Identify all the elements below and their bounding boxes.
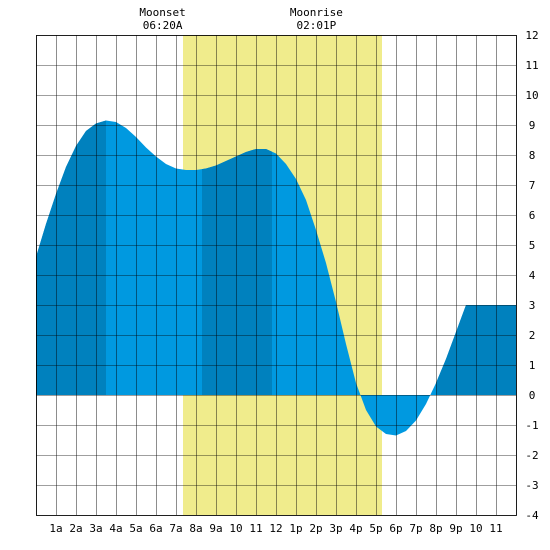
x-tick-label: 5p [369, 522, 382, 535]
x-tick-label: 12 [269, 522, 282, 535]
y-tick-label: -2 [525, 449, 538, 462]
y-tick-label: 1 [529, 359, 536, 372]
x-tick-label: 8a [189, 522, 202, 535]
y-tick-label: 11 [525, 59, 538, 72]
moon-event-time: 02:01P [297, 19, 337, 32]
y-tick-label: 10 [525, 89, 538, 102]
y-tick-label: 12 [525, 29, 538, 42]
plot-frame [36, 35, 517, 516]
x-tick-label: 4p [349, 522, 362, 535]
moon-event-time: 06:20A [143, 19, 183, 32]
x-tick-label: 9p [449, 522, 462, 535]
y-tick-label: 6 [529, 209, 536, 222]
moon-event-label: Moonset [139, 6, 185, 19]
x-tick-label: 1a [49, 522, 62, 535]
x-tick-label: 3a [89, 522, 102, 535]
y-tick-label: 3 [529, 299, 536, 312]
y-tick-label: 9 [529, 119, 536, 132]
x-tick-label: 11 [249, 522, 262, 535]
x-tick-label: 2a [69, 522, 82, 535]
y-tick-label: 7 [529, 179, 536, 192]
x-tick-label: 3p [329, 522, 342, 535]
x-tick-label: 1p [289, 522, 302, 535]
x-tick-label: 7a [169, 522, 182, 535]
x-tick-label: 6a [149, 522, 162, 535]
y-tick-label: -1 [525, 419, 538, 432]
y-tick-label: 8 [529, 149, 536, 162]
grid-layer [36, 35, 517, 516]
y-tick-label: 0 [529, 389, 536, 402]
x-tick-label: 6p [389, 522, 402, 535]
x-tick-labels: 1a 2a 3a 4a 5a 6a 7a 8a 9a 10 11 12 1p 2p 3p 4p 5p 6p 7p 8p… [49, 522, 502, 535]
tide-shade-segment [202, 120, 272, 436]
x-tick-label: 5a [129, 522, 142, 535]
moon-event-label: Moonrise [290, 6, 343, 19]
y-tick-label: 5 [529, 239, 536, 252]
x-tick-label: 2p [309, 522, 322, 535]
y-tick-label: 4 [529, 269, 536, 282]
y-tick-label: -4 [525, 509, 539, 522]
x-tick-label: 4a [109, 522, 122, 535]
x-tick-label: 10 [229, 522, 242, 535]
x-tick-label: 10 [469, 522, 482, 535]
x-tick-label: 7p [409, 522, 422, 535]
y-tick-label: -3 [525, 479, 538, 492]
x-tick-label: 8p [429, 522, 442, 535]
y-tick-label: 2 [529, 329, 536, 342]
tide-area [36, 120, 516, 436]
x-tick-label: 9a [209, 522, 222, 535]
x-tick-label: 11 [489, 522, 502, 535]
